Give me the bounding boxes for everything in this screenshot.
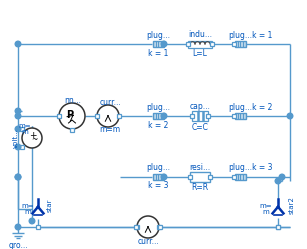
Text: curr...: curr... — [99, 98, 121, 107]
Circle shape — [137, 216, 159, 238]
Text: k = 1: k = 1 — [252, 30, 272, 40]
Text: plug...: plug... — [228, 103, 252, 112]
Circle shape — [15, 126, 21, 132]
Text: +: + — [29, 130, 37, 139]
Text: resi...: resi... — [189, 163, 211, 172]
Circle shape — [59, 103, 85, 129]
Text: plug...: plug... — [146, 30, 170, 40]
Circle shape — [161, 174, 167, 180]
Text: plug...: plug... — [228, 164, 252, 173]
Bar — [235, 174, 246, 180]
Text: nn...: nn... — [64, 96, 81, 105]
Circle shape — [161, 41, 167, 47]
Text: plug...: plug... — [146, 103, 170, 112]
Circle shape — [29, 218, 35, 224]
Text: L=L: L=L — [192, 49, 208, 58]
Circle shape — [15, 108, 21, 114]
Circle shape — [15, 144, 21, 150]
Text: k = 2: k = 2 — [148, 121, 168, 129]
Circle shape — [22, 128, 42, 148]
Text: k = 3: k = 3 — [252, 164, 272, 173]
Circle shape — [15, 113, 21, 119]
Bar — [153, 41, 164, 47]
Text: k = 2: k = 2 — [252, 103, 272, 112]
Circle shape — [275, 178, 281, 184]
Text: plug...: plug... — [228, 30, 252, 40]
Text: m=
m: m= m — [19, 123, 31, 135]
Circle shape — [161, 113, 167, 119]
Circle shape — [15, 41, 21, 47]
Text: R=R: R=R — [192, 184, 208, 192]
Text: gro...: gro... — [8, 241, 28, 249]
Text: volt...: volt... — [13, 128, 19, 148]
Text: C=C: C=C — [192, 123, 208, 131]
Text: star2: star2 — [289, 196, 295, 214]
Bar — [188, 41, 212, 48]
Text: star: star — [47, 198, 53, 212]
Bar — [192, 111, 208, 121]
Bar — [153, 113, 164, 119]
Text: plug...: plug... — [146, 164, 170, 173]
Bar — [235, 41, 246, 47]
Bar — [190, 172, 210, 182]
Text: m=
m: m= m — [22, 202, 34, 215]
Text: curr...: curr... — [137, 237, 159, 246]
Text: indu...: indu... — [188, 29, 212, 39]
Text: cap...: cap... — [189, 102, 210, 111]
Bar — [153, 174, 164, 180]
Text: P: P — [66, 110, 74, 120]
Text: m=m: m=m — [99, 125, 121, 134]
Circle shape — [97, 105, 119, 127]
Text: k = 1: k = 1 — [148, 49, 168, 58]
Circle shape — [15, 224, 21, 230]
Circle shape — [15, 174, 21, 180]
Circle shape — [279, 174, 285, 180]
Text: m=
m: m= m — [260, 202, 272, 215]
Circle shape — [15, 174, 21, 180]
Text: ~: ~ — [31, 135, 37, 144]
Bar — [235, 113, 246, 119]
Text: k = 3: k = 3 — [148, 182, 168, 190]
Circle shape — [287, 113, 293, 119]
